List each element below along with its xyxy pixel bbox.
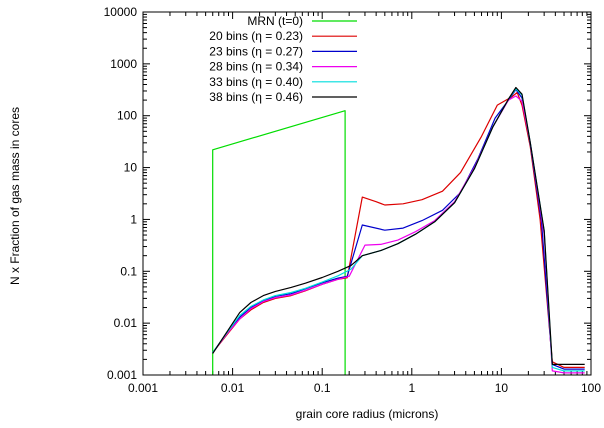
legend: MRN (t=0)20 bins (η = 0.23)23 bins (η = … <box>209 14 357 104</box>
y-axis-label: N x Fraction of gas mass in cores <box>8 107 22 285</box>
plot-frame <box>142 11 592 376</box>
legend-label: 38 bins (η = 0.46) <box>209 90 303 104</box>
x-tick-label: 100 <box>581 381 601 395</box>
y-tick-label: 0.1 <box>120 264 137 278</box>
series-line-0 <box>212 110 346 375</box>
axis-ticks <box>142 11 592 376</box>
legend-label: 20 bins (η = 0.23) <box>209 29 303 43</box>
y-tick-label: 100 <box>117 109 137 123</box>
x-tick-labels: 0.001 0.01 0.1 1 10 100 <box>128 381 601 395</box>
series-line-1 <box>212 91 585 368</box>
y-tick-label: 10 <box>124 161 138 175</box>
legend-label: 33 bins (η = 0.40) <box>209 75 303 89</box>
x-axis-label: grain core radius (microns) <box>296 407 439 421</box>
y-tick-label: 0.01 <box>114 316 138 330</box>
y-tick-label: 10000 <box>104 5 138 19</box>
y-tick-label: 1 <box>130 212 137 226</box>
x-tick-label: 10 <box>495 381 509 395</box>
legend-label: MRN (t=0) <box>247 14 303 28</box>
x-tick-label: 1 <box>408 381 415 395</box>
series-line-5 <box>212 86 585 365</box>
y-tick-label: 0.001 <box>107 368 137 382</box>
y-tick-labels: 0.001 0.01 0.1 1 10 100 1000 10000 <box>104 5 138 382</box>
legend-label: 28 bins (η = 0.34) <box>209 60 303 74</box>
series-group <box>212 86 585 375</box>
x-tick-label: 0.001 <box>128 381 158 395</box>
y-tick-label: 1000 <box>110 57 137 71</box>
x-tick-label: 0.1 <box>314 381 331 395</box>
x-tick-label: 0.01 <box>221 381 245 395</box>
legend-label: 23 bins (η = 0.27) <box>209 44 303 58</box>
